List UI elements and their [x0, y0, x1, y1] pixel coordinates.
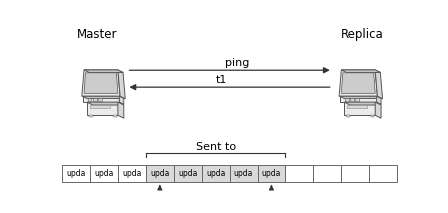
Bar [118, 165, 146, 182]
Polygon shape [118, 102, 124, 118]
Text: upda: upda [95, 169, 114, 178]
Polygon shape [340, 96, 377, 102]
Polygon shape [375, 70, 383, 99]
Text: Replica: Replica [341, 28, 383, 41]
Text: upda: upda [66, 169, 86, 178]
Bar [89, 115, 93, 117]
Text: upda: upda [206, 169, 225, 178]
Polygon shape [82, 70, 120, 96]
Polygon shape [87, 102, 124, 105]
Bar [174, 165, 202, 182]
Polygon shape [375, 102, 381, 118]
Text: upda: upda [234, 169, 253, 178]
Polygon shape [344, 102, 381, 105]
Text: ping: ping [225, 58, 250, 68]
Polygon shape [340, 96, 381, 98]
Polygon shape [82, 96, 119, 102]
Polygon shape [341, 73, 375, 93]
Polygon shape [341, 70, 380, 72]
Bar [344, 102, 375, 115]
Bar [146, 165, 174, 182]
Bar [229, 165, 258, 182]
Bar [98, 98, 102, 101]
Bar [285, 165, 313, 182]
Bar [371, 115, 375, 117]
Bar [202, 165, 230, 182]
Polygon shape [84, 73, 118, 93]
Bar [113, 115, 117, 117]
Polygon shape [377, 96, 381, 104]
Bar [88, 98, 91, 101]
Bar [341, 165, 369, 182]
Polygon shape [82, 96, 124, 98]
Text: upda: upda [122, 169, 142, 178]
Bar [90, 105, 110, 108]
Bar [346, 115, 350, 117]
Polygon shape [339, 70, 377, 96]
Polygon shape [84, 70, 123, 72]
Bar [355, 98, 359, 101]
Text: upda: upda [150, 169, 169, 178]
Bar [87, 102, 118, 115]
Bar [347, 105, 367, 108]
Bar [258, 165, 285, 182]
Text: upda: upda [178, 169, 198, 178]
Text: t1: t1 [216, 75, 228, 85]
Bar [369, 165, 397, 182]
Text: Master: Master [77, 28, 117, 41]
Text: upda: upda [262, 169, 281, 178]
Bar [93, 98, 96, 101]
Polygon shape [118, 70, 125, 99]
Polygon shape [119, 96, 124, 104]
Bar [90, 165, 118, 182]
Bar [62, 165, 90, 182]
Text: Sent to: Sent to [196, 142, 236, 152]
Bar [345, 98, 349, 101]
Bar [313, 165, 341, 182]
Bar [350, 98, 354, 101]
